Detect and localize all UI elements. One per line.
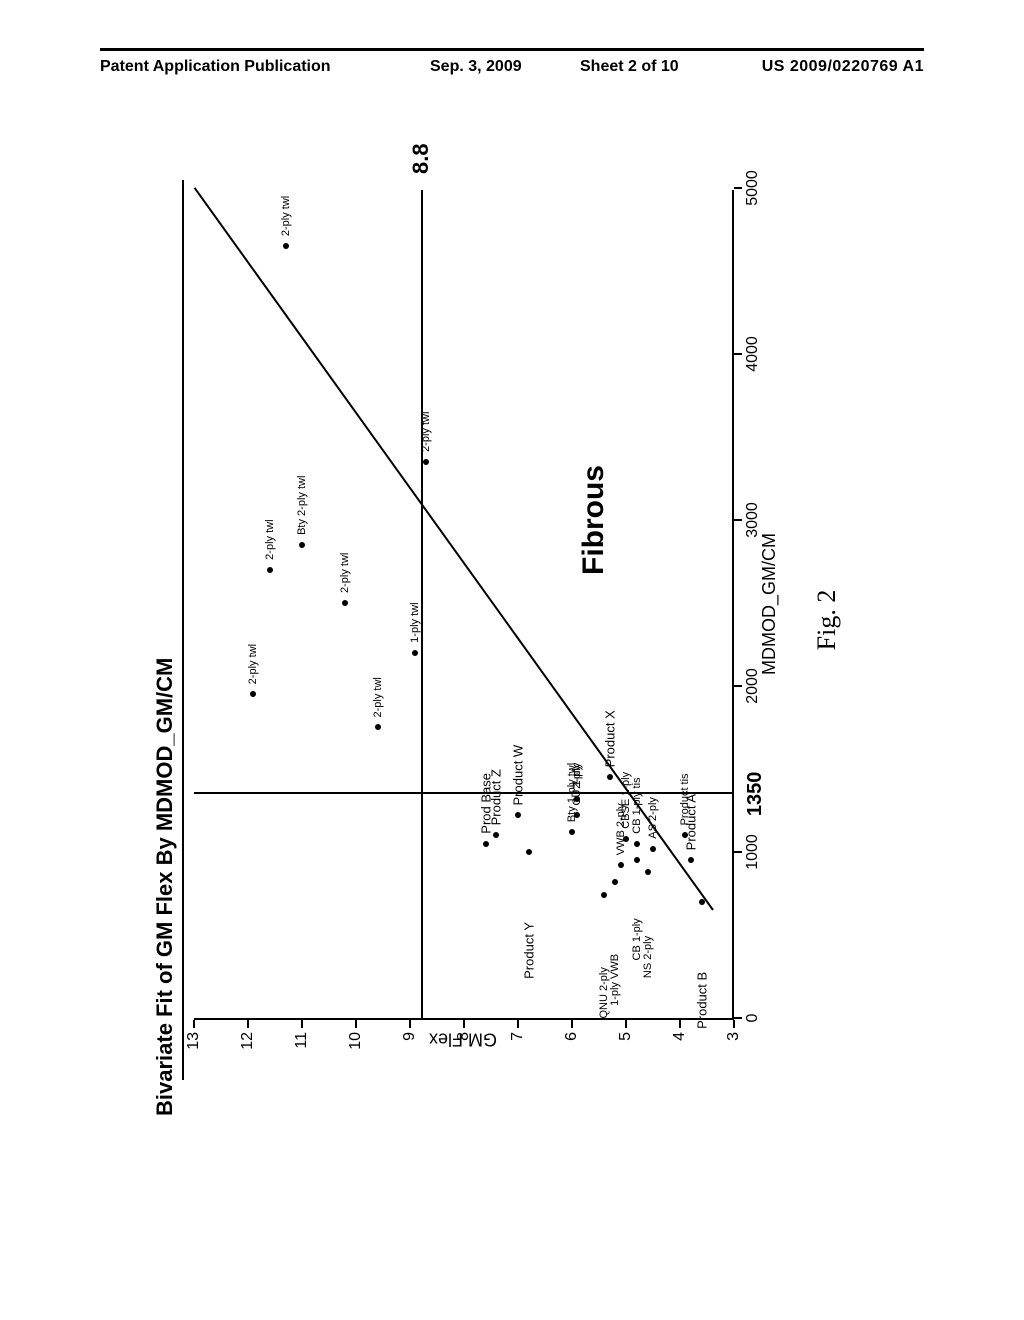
y-tick <box>409 1020 411 1028</box>
data-point <box>493 832 499 838</box>
x-tick-label: 1000 <box>744 834 762 870</box>
data-point <box>634 857 640 863</box>
data-point <box>342 600 348 606</box>
data-point-label: 2-ply twl <box>339 553 351 593</box>
data-point-label: Product tis <box>679 773 691 825</box>
data-point-label: 2-ply twl <box>247 644 259 684</box>
chart-frame: GM Flex MDMOD_GM/CM 34567891011121301000… <box>182 180 784 1080</box>
y-tick-label: 12 <box>239 1032 257 1050</box>
header-sheet: Sheet 2 of 10 <box>580 58 679 76</box>
data-point <box>699 899 705 905</box>
x-tick <box>734 851 742 853</box>
data-point <box>412 650 418 656</box>
data-point <box>283 243 289 249</box>
x-tick <box>734 353 742 355</box>
data-point <box>423 459 429 465</box>
y-tick-label: 10 <box>347 1032 365 1050</box>
data-point <box>299 542 305 548</box>
data-point-label: Prod Base <box>478 773 493 834</box>
data-point-label: 2-ply twl <box>264 519 276 559</box>
y-tick <box>679 1020 681 1028</box>
data-point <box>682 832 688 838</box>
header-date: Sep. 3, 2009 <box>430 58 522 76</box>
y-tick-label: 11 <box>293 1032 311 1049</box>
data-point <box>569 829 575 835</box>
x-tick-label: 5000 <box>744 170 762 206</box>
data-point-label: CB 1-ply tis <box>631 777 643 833</box>
data-point-label: 1-ply twl <box>409 602 421 642</box>
data-point-label: Product W <box>511 745 526 806</box>
ref-vline <box>194 792 732 794</box>
data-point-label: Bty 1-ply twl <box>566 763 578 822</box>
data-point-label: CB 1-ply <box>631 918 643 960</box>
x-tick-label: 0 <box>744 1014 762 1023</box>
y-tick-label: 5 <box>617 1032 635 1041</box>
y-tick-label: 4 <box>671 1032 689 1041</box>
figure-container: Bivariate Fit of GM Flex By MDMOD_GM/CM … <box>152 160 872 1120</box>
y-tick <box>733 1020 735 1028</box>
y-tick <box>625 1020 627 1028</box>
x-tick-label-ref: 1350 <box>744 772 767 817</box>
data-point-label: 2-ply twl <box>372 677 384 717</box>
y-tick <box>517 1020 519 1028</box>
region-label: Fibrous <box>577 465 611 575</box>
ref-h-label: 8.8 <box>408 143 434 174</box>
y-tick-label: 8 <box>455 1032 473 1041</box>
data-point <box>267 567 273 573</box>
x-tick <box>734 685 742 687</box>
data-point <box>688 857 694 863</box>
data-point <box>483 841 489 847</box>
data-point-label: 1-ply VWB <box>609 954 621 1006</box>
y-tick-label: 9 <box>401 1032 419 1041</box>
plot-area: GM Flex MDMOD_GM/CM 34567891011121301000… <box>194 190 734 1020</box>
y-tick-label: 6 <box>563 1032 581 1041</box>
data-point <box>645 869 651 875</box>
data-point <box>650 846 656 852</box>
x-axis-label: MDMOD_GM/CM <box>759 533 780 675</box>
data-point-label: NS 2-ply <box>642 936 654 978</box>
y-tick <box>301 1020 303 1028</box>
data-point-label: AS 2-ply <box>647 797 659 839</box>
y-tick <box>463 1020 465 1028</box>
data-point <box>634 841 640 847</box>
y-tick <box>571 1020 573 1028</box>
data-point <box>612 879 618 885</box>
data-point-label: Bty 2-ply twl <box>296 476 308 535</box>
header-rule <box>100 48 924 51</box>
data-point-label: 2-ply twl <box>280 196 292 236</box>
y-tick-label: 13 <box>185 1032 203 1050</box>
data-point-label: Product Y <box>521 922 536 979</box>
y-tick <box>193 1020 195 1028</box>
y-tick-label: 3 <box>725 1032 743 1041</box>
chart-title: Bivariate Fit of GM Flex By MDMOD_GM/CM <box>152 160 178 1116</box>
data-point <box>375 725 381 731</box>
x-tick-label: 4000 <box>744 336 762 372</box>
x-tick-label: 3000 <box>744 502 762 538</box>
data-point-label: 2-ply twl <box>420 412 432 452</box>
data-point <box>250 691 256 697</box>
data-point-label: VWB 2-ply <box>615 803 627 855</box>
figure-caption: Fig. 2 <box>812 160 842 1080</box>
header-pubno: US 2009/0220769 A1 <box>762 58 924 76</box>
data-point-label: QNU 2-ply <box>598 967 610 1018</box>
data-point <box>618 862 624 868</box>
data-point <box>526 849 532 855</box>
data-point <box>607 774 613 780</box>
x-tick-label: 2000 <box>744 668 762 704</box>
x-tick <box>734 1017 742 1019</box>
y-tick-label: 7 <box>509 1032 527 1041</box>
y-tick <box>355 1020 357 1028</box>
data-point <box>515 812 521 818</box>
data-point-label: Product X <box>602 710 617 767</box>
page: Patent Application Publication Sep. 3, 2… <box>0 0 1024 1320</box>
data-point-label: Product B <box>694 972 709 1029</box>
data-point <box>601 892 607 898</box>
y-tick <box>247 1020 249 1028</box>
x-tick <box>734 519 742 521</box>
x-tick <box>734 187 742 189</box>
header-left: Patent Application Publication <box>100 58 331 76</box>
